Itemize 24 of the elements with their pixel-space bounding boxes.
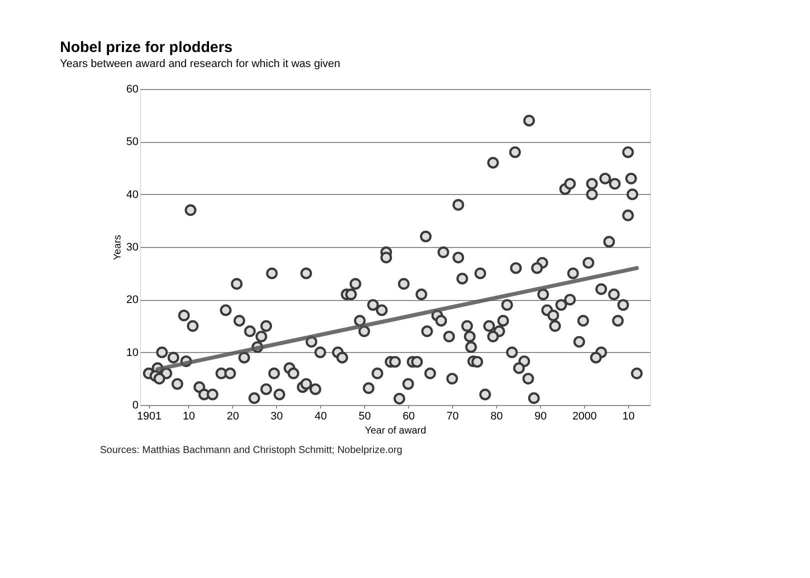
- source-note: Sources: Matthias Bachmann and Christoph Schmitt; Nobelprize.org: [100, 445, 402, 456]
- x-tick-label: 90: [534, 410, 547, 422]
- x-tick-label: 30: [270, 410, 283, 422]
- x-tick-label: 1901: [137, 410, 162, 422]
- y-tick-label: 60: [126, 84, 138, 96]
- x-tick-label: 20: [226, 410, 239, 422]
- y-axis-title: Years: [112, 234, 124, 260]
- chart-title: Nobel prize for plodders: [60, 39, 233, 56]
- x-tick-label: 60: [402, 410, 415, 422]
- y-tick-label: 10: [126, 346, 138, 359]
- x-axis-title: Year of award: [364, 426, 426, 436]
- y-tick-label: 20: [126, 294, 138, 306]
- x-tick-label: 80: [490, 410, 503, 422]
- x-tick-label: 50: [358, 410, 371, 422]
- y-tick-label: 40: [126, 188, 138, 201]
- x-tick-label: 2000: [572, 410, 597, 422]
- x-tick-label: 70: [446, 410, 459, 422]
- x-tick-label: 40: [314, 410, 327, 422]
- x-tick-label: 10: [182, 410, 195, 422]
- y-tick-label: 50: [126, 136, 138, 148]
- y-tick-label: 0: [132, 400, 138, 412]
- chart-subtitle: Years between award and research for which it was given: [60, 58, 340, 70]
- x-tick-label: 10: [622, 410, 635, 422]
- y-tick-label: 30: [126, 242, 138, 254]
